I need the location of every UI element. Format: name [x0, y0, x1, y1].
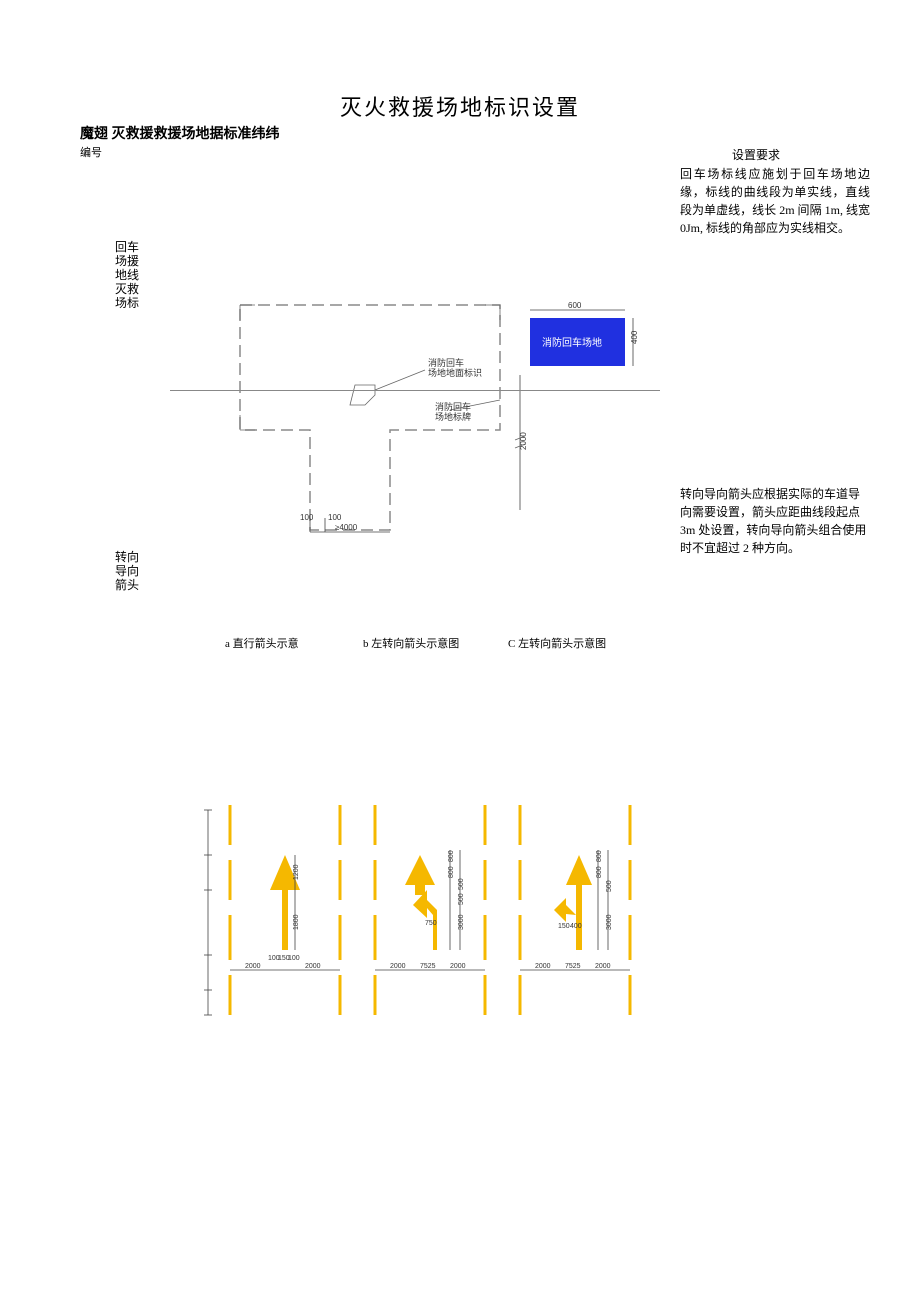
- svg-text:1200: 1200: [293, 864, 300, 880]
- svg-text:750: 750: [425, 920, 437, 927]
- svg-text:800: 800: [448, 866, 455, 878]
- row1-label: 回车 场援 地线 灭救 场标: [115, 240, 143, 310]
- header-id: 编号: [80, 144, 102, 160]
- svg-text:500: 500: [606, 880, 613, 892]
- row1-label-5: 场标: [115, 296, 143, 310]
- svg-text:2000: 2000: [390, 963, 406, 970]
- row2-label-1: 转向: [115, 550, 143, 564]
- dim-100a: 100: [300, 513, 314, 522]
- callout1-l2: 场地地面标识: [428, 367, 482, 378]
- row2-desc: 转向导向箭头应根据实际的车道导向需要设置，箭头应距曲线段起点 3m 处设置，转向…: [680, 485, 870, 557]
- svg-text:2000: 2000: [450, 963, 466, 970]
- svg-text:100: 100: [288, 955, 300, 962]
- svg-text:2000: 2000: [595, 963, 611, 970]
- captions: a 直行箭头示意 b 左转向箭头示意图 C 左转向箭头示意图: [200, 635, 660, 651]
- dim-400: 400: [630, 330, 639, 344]
- svg-text:150: 150: [558, 923, 570, 930]
- page-title: 灭火救援场地标识设置: [0, 0, 920, 122]
- caption-a: a 直行箭头示意: [225, 635, 355, 651]
- svg-text:500: 500: [458, 878, 465, 890]
- row1-desc: 回车场标线应施划于回车场地边缘，标线的曲线段为单实线，直线段为单虚线，线长 2m…: [680, 165, 870, 237]
- requirements-title: 设置要求: [732, 146, 780, 163]
- callout1-l1: 消防回车: [428, 357, 464, 368]
- svg-text:3000: 3000: [606, 914, 613, 930]
- callout2-l1: 消防回车: [435, 401, 471, 412]
- row1-label-1: 回车: [115, 240, 143, 254]
- svg-text:2000: 2000: [535, 963, 551, 970]
- svg-text:500: 500: [458, 893, 465, 905]
- dim-4000: ≥4000: [335, 523, 358, 532]
- row1-label-2: 场援: [115, 254, 143, 268]
- svg-text:7525: 7525: [565, 963, 581, 970]
- svg-text:400: 400: [570, 923, 582, 930]
- row1-label-4: 灭救: [115, 282, 143, 296]
- panel-b: 800 800 500 500 3000 750 2000 2000 7525: [375, 805, 485, 1015]
- caption-b: b 左转向箭头示意图: [363, 635, 503, 651]
- svg-text:2000: 2000: [245, 963, 261, 970]
- svg-text:3000: 3000: [458, 914, 465, 930]
- row2-label-3: 箭头: [115, 578, 143, 592]
- dim-600: 600: [568, 301, 582, 310]
- separator-1: [170, 390, 660, 391]
- svg-text:800: 800: [596, 850, 603, 862]
- svg-text:800: 800: [596, 866, 603, 878]
- svg-text:2000: 2000: [305, 963, 321, 970]
- turnaround-diagram: 消防回车 场地地面标识 消防回车 场地标牌 消防回车场地 600 400 200…: [200, 300, 650, 535]
- panel-c: 800 800 500 3000 150 400 2000 2000 7525: [520, 805, 630, 1015]
- sign-label: 消防回车场地: [542, 336, 602, 349]
- svg-text:7525: 7525: [420, 963, 436, 970]
- row1-label-3: 地线: [115, 268, 143, 282]
- row2-label: 转向 导向 箭头: [115, 550, 143, 592]
- dim-100b: 100: [328, 513, 342, 522]
- svg-text:800: 800: [448, 850, 455, 862]
- caption-c: C 左转向箭头示意图: [508, 635, 658, 651]
- callout2-l2: 场地标牌: [435, 411, 471, 422]
- arrows-diagram: 2000 1000 1000 2000 1200 1800 2000: [200, 800, 650, 1030]
- svg-text:1800: 1800: [293, 914, 300, 930]
- dim-2000: 2000: [519, 432, 528, 450]
- row2-label-2: 导向: [115, 564, 143, 578]
- header-overlap-text: 魔翅 灭救援救援场地据标准纬纬: [80, 128, 280, 142]
- panel-a: 1200 1800 2000 2000 100 150 100: [230, 805, 340, 1015]
